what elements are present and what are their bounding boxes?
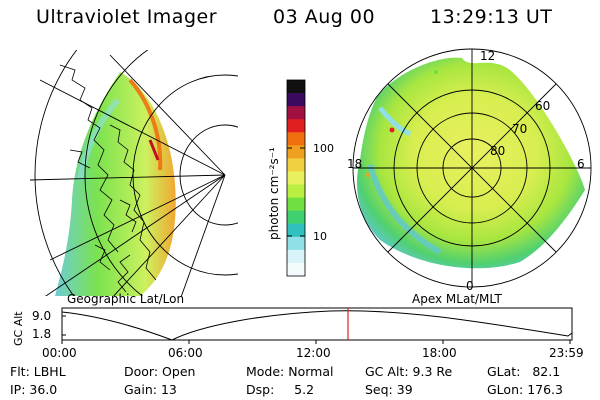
- colorbar-band: [287, 145, 305, 159]
- time-tick-1800: 18:00: [422, 346, 457, 360]
- mlt-label-12: 12: [480, 49, 495, 63]
- dsp-value: 5.2: [294, 382, 315, 397]
- time-tick-0600: 06:00: [168, 346, 203, 360]
- polar-plot-panel: 12 18 6 0 60 70 80: [347, 48, 592, 293]
- gcalt-value: 9.3 Re: [412, 364, 453, 379]
- mode-row: Mode: Normal: [246, 364, 334, 379]
- colorbar-band: [287, 249, 305, 264]
- glon-value: 176.3: [527, 382, 563, 397]
- colorbar-band: [287, 171, 305, 186]
- gc-alt-tick-1-8: 1.8: [32, 327, 51, 341]
- colorbar-band: [287, 119, 305, 133]
- mlat-label-70: 70: [512, 122, 527, 136]
- glat-row: GLat: 82.1: [487, 364, 561, 379]
- mlat-label-80: 80: [490, 144, 505, 158]
- right-panel-label: Apex MLat/MLT: [412, 292, 502, 306]
- gain-row: Gain: 13: [124, 382, 177, 397]
- colorbar-band: [287, 262, 305, 277]
- mlt-label-0: 0: [466, 279, 474, 293]
- colorbar-tick-10: 10: [313, 230, 327, 243]
- time-tick-2359: 23:59: [549, 346, 584, 360]
- glon-row: GLon: 176.3: [487, 382, 563, 397]
- time-tick-0000: 00:00: [42, 346, 77, 360]
- dsp-row: Dsp: 5.2: [246, 382, 315, 397]
- gc-alt-plot: 9.0 1.8 GC Alt 00:00 06:00 12:00 18:00 2…: [12, 307, 584, 360]
- coastlines: [59, 64, 157, 293]
- ip-row: IP: 36.0: [10, 382, 58, 397]
- seq-value: 39: [396, 382, 413, 397]
- colorbar-band: [287, 132, 305, 146]
- colorbar-tick-100: 100: [313, 142, 334, 155]
- colorbar-unit-label: photon cm⁻²s⁻¹: [267, 147, 281, 240]
- gc-alt-curve: [61, 310, 573, 341]
- aurora-emission: [55, 72, 176, 296]
- geographic-map-panel: [29, 50, 238, 296]
- time-tick-1200: 12:00: [296, 346, 331, 360]
- left-panel-label: Geographic Lat/Lon: [67, 292, 184, 306]
- mlat-label-60: 60: [535, 99, 550, 113]
- mlt-label-6: 6: [577, 157, 585, 171]
- observation-date: 03 Aug 00: [273, 6, 376, 28]
- colorbar-band: [287, 158, 305, 172]
- colorbar-band: [287, 197, 305, 212]
- ip-value: 36.0: [29, 382, 58, 397]
- door-row: Door: Open: [124, 364, 196, 379]
- colorbar: 100 10 photon cm⁻²s⁻¹: [267, 79, 334, 277]
- colorbar-band: [287, 236, 305, 251]
- mode-value: Normal: [288, 364, 334, 379]
- gc-alt-axis-label: GC Alt: [12, 311, 25, 346]
- colorbar-band: [287, 80, 305, 94]
- seq-row: Seq: 39: [365, 382, 413, 397]
- filter-row: Flt: LBHL: [10, 364, 66, 379]
- door-value: Open: [162, 364, 196, 379]
- gcalt-row: GC Alt: 9.3 Re: [365, 364, 453, 379]
- filter-value: LBHL: [33, 364, 66, 379]
- colorbar-band: [287, 184, 305, 199]
- colorbar-band: [287, 106, 305, 120]
- colorbar-band: [287, 210, 305, 225]
- colorbar-band: [287, 223, 305, 238]
- imager-title: Ultraviolet Imager: [36, 6, 218, 28]
- gc-alt-tick-9: 9.0: [32, 309, 51, 323]
- gain-value: 13: [160, 382, 177, 397]
- glat-value: 82.1: [532, 364, 561, 379]
- observation-time: 13:29:13 UT: [430, 6, 553, 28]
- colorbar-band: [287, 93, 305, 107]
- mlt-label-18: 18: [347, 157, 362, 171]
